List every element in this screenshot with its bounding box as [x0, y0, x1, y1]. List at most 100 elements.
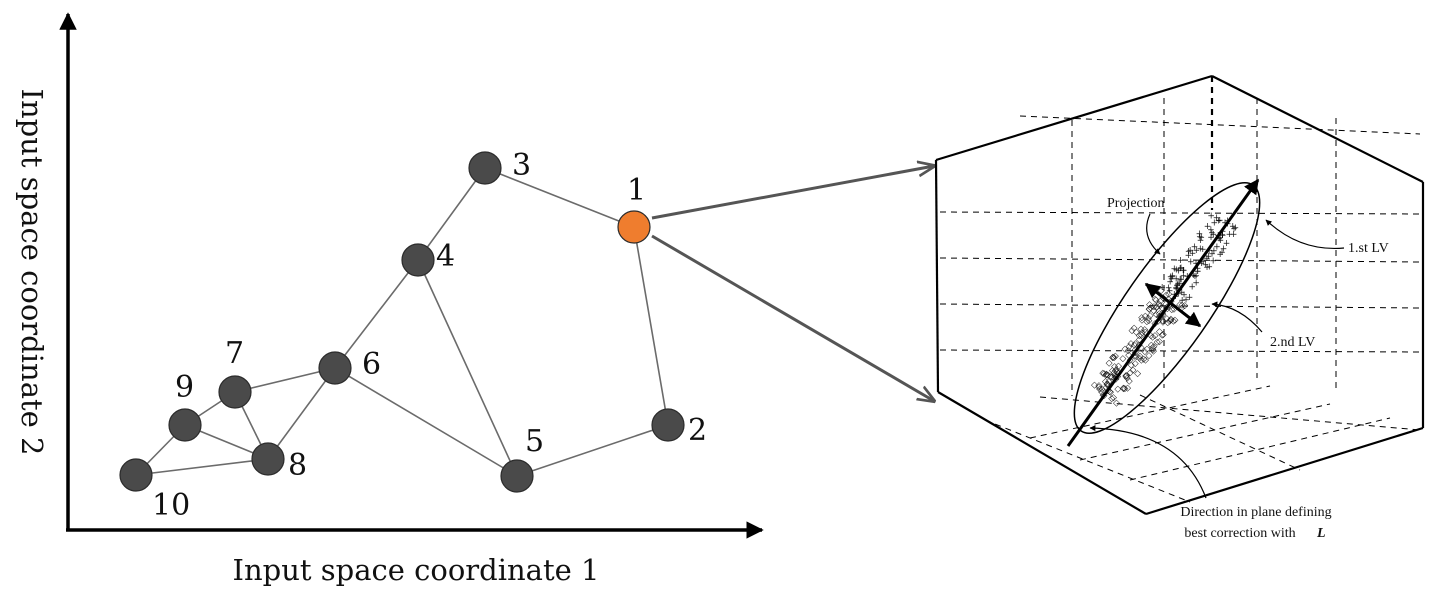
scatter-point: +	[1197, 236, 1205, 246]
node-label-8: 8	[288, 448, 307, 483]
scatter-point: ◇	[1165, 295, 1172, 305]
scatter-point: ◇	[1153, 303, 1160, 313]
node-2	[651, 408, 685, 442]
connector-arrow-bottom	[651, 234, 934, 401]
scatter-point: +	[1174, 281, 1182, 291]
scatter-point: ◇	[1099, 385, 1106, 395]
axes: Input space coordinate 1 Input space coo…	[15, 12, 764, 587]
scatter-point: ◇	[1110, 393, 1117, 403]
graph-nodes	[119, 151, 685, 493]
edge-6-7	[234, 367, 336, 393]
scatter-point: ◇	[1142, 328, 1149, 338]
scatter-point: ◇	[1113, 399, 1120, 409]
scatter-point: ◇	[1157, 301, 1164, 311]
scatter-point: ◇	[1103, 369, 1110, 379]
scatter-point: +	[1179, 266, 1187, 276]
scatter-point: ◇	[1098, 388, 1105, 398]
scatter-point: +	[1186, 246, 1194, 256]
scatter-point: +	[1187, 257, 1195, 267]
node-3	[468, 151, 502, 185]
scatter-point: +	[1216, 216, 1224, 226]
first-lv-vector	[1066, 178, 1260, 447]
scatter-point: ◇	[1145, 313, 1152, 323]
scatter-point: +	[1165, 284, 1173, 294]
scatter-point: ◇	[1138, 343, 1145, 353]
scatter-point: ◇	[1102, 370, 1109, 380]
scatter-point: +	[1173, 265, 1181, 275]
node-label-3: 3	[512, 148, 531, 183]
scatter-point: ◇	[1125, 346, 1132, 356]
scatter-point: ◇	[1136, 352, 1143, 362]
node-label-6: 6	[362, 347, 381, 382]
scatter-point: +	[1232, 223, 1240, 233]
scatter-point: +	[1202, 261, 1210, 271]
second-lv-leader	[1211, 301, 1263, 333]
scatter-point: ◇	[1112, 366, 1119, 376]
scatter-point: +	[1192, 272, 1200, 282]
scatter-point: ◇	[1122, 344, 1129, 354]
scatter-point: ◇	[1146, 351, 1153, 361]
scatter-point: ◇	[1165, 290, 1172, 300]
scatter-point: +	[1168, 273, 1176, 283]
scatter-point: +	[1194, 264, 1202, 274]
scatter-point: ◇	[1125, 351, 1132, 361]
edge-6-5	[334, 367, 518, 477]
scatter-point: +	[1196, 230, 1204, 240]
scatter-point: ◇	[1127, 339, 1134, 349]
edge-3-1	[484, 167, 635, 228]
scatter-point: +	[1194, 267, 1202, 277]
scatter-point: +	[1192, 259, 1200, 269]
scatter-point: ◇	[1149, 332, 1156, 342]
scatter-point: +	[1213, 214, 1221, 224]
node-label-4: 4	[436, 239, 455, 274]
first-lv-leader	[1265, 219, 1345, 250]
scatter-point: +	[1208, 249, 1216, 259]
scatter-point: +	[1171, 265, 1179, 275]
scatter-point: ◇	[1127, 368, 1134, 378]
scatter-point: +	[1207, 233, 1215, 243]
scatter-point: ◇	[1163, 314, 1170, 324]
scatter-point: +	[1223, 239, 1231, 249]
scatter-point: +	[1186, 293, 1194, 303]
scatter-point: +	[1166, 278, 1174, 288]
connector-arrow-top	[651, 166, 934, 220]
scatter-point: ◇	[1104, 380, 1111, 390]
scatter-point: ◇	[1131, 341, 1138, 351]
node-8	[251, 442, 285, 476]
scatter-point: ◇	[1156, 300, 1163, 310]
scatter-point: ◇	[1104, 380, 1111, 390]
scatter-point: ◇	[1168, 305, 1175, 315]
node-6	[318, 351, 352, 385]
scatter-point: ◇	[1145, 316, 1152, 326]
node-1	[617, 210, 651, 244]
scatter-point: ◇	[1146, 305, 1153, 315]
scatter-point: +	[1196, 233, 1204, 243]
edge-10-8	[135, 458, 269, 476]
scatter-point: ◇	[1111, 353, 1118, 363]
node-label-1: 1	[627, 173, 646, 208]
node-label-2: 2	[688, 413, 707, 448]
scatter-point: ◇	[1112, 352, 1119, 362]
scatter-point: ◇	[1138, 313, 1145, 323]
scatter-point: ◇	[1095, 383, 1102, 393]
scatter-point: +	[1205, 246, 1213, 256]
scatter-point: ◇	[1110, 353, 1117, 363]
scatter-point: +	[1180, 272, 1188, 282]
scatter-point: ◇	[1095, 381, 1102, 391]
scatter-point: ◇	[1107, 372, 1114, 382]
scatter-point: +	[1192, 278, 1200, 288]
scatter-point: ◇	[1150, 302, 1157, 312]
node-7	[218, 375, 252, 409]
scatter-point: ◇	[1113, 365, 1120, 375]
scatter-point: +	[1216, 250, 1224, 260]
scatter-point: ◇	[1138, 324, 1145, 334]
node-label-9: 9	[175, 370, 194, 405]
scatter-point: ◇	[1160, 317, 1167, 327]
scatter-point: +	[1182, 295, 1190, 305]
scatter-point: ◇	[1139, 328, 1146, 338]
scatter-point: +	[1207, 211, 1215, 221]
scatter-point: ◇	[1133, 352, 1140, 362]
scatter-point: ◇	[1141, 325, 1148, 335]
scatter-point: ◇	[1136, 353, 1143, 363]
